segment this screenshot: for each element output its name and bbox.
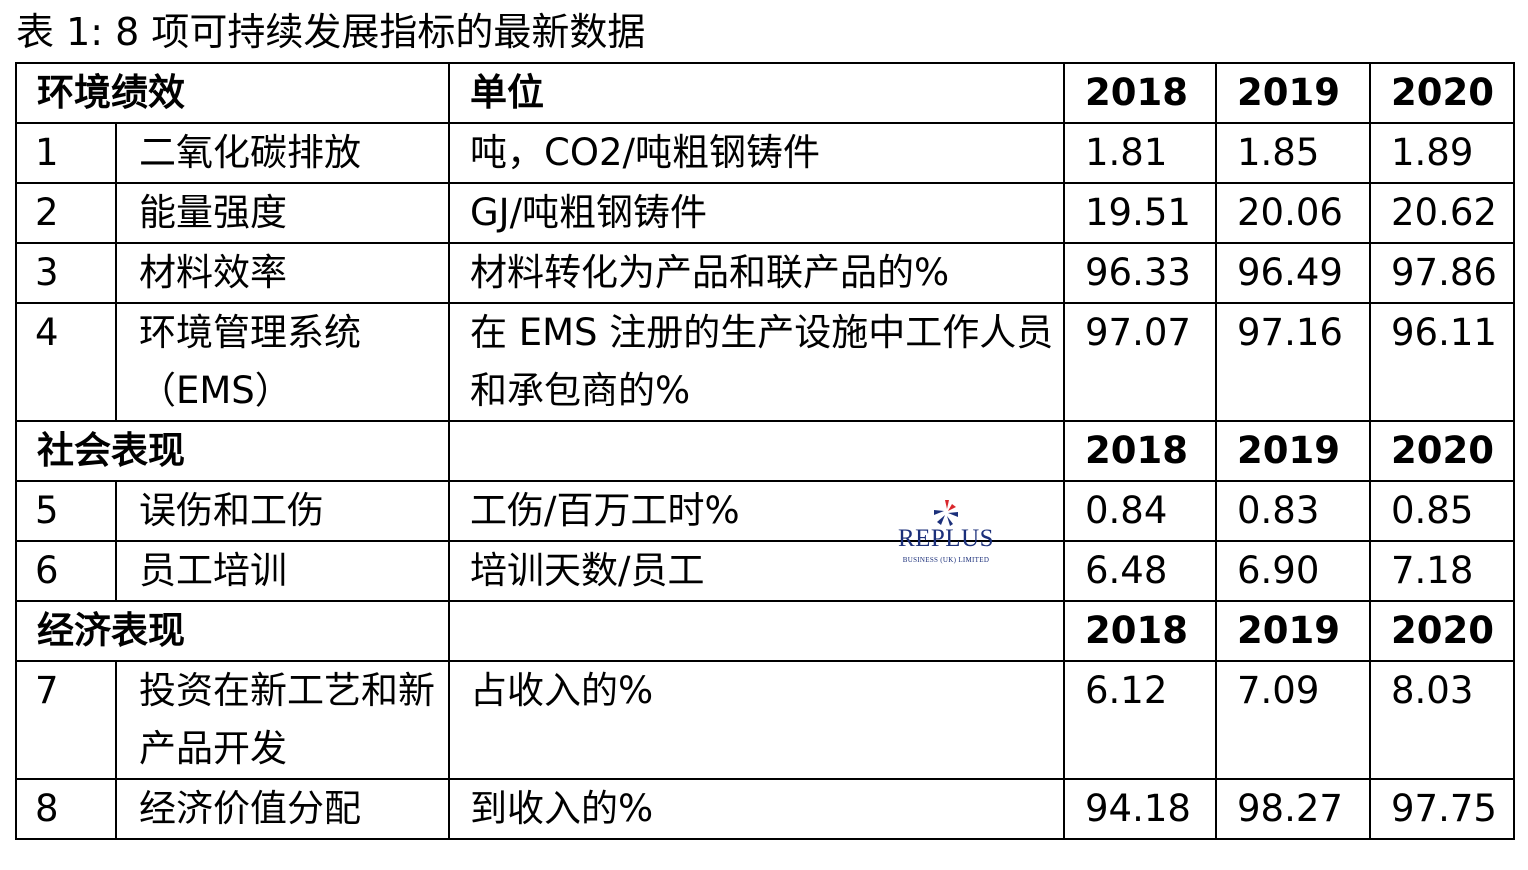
value-cell: 96.33 xyxy=(1063,242,1217,304)
section-header-economic: 经济表现 2018 2019 2020 xyxy=(15,600,1515,662)
indicator-unit: 吨，CO2/吨粗钢铸件 xyxy=(448,122,1065,184)
value-cell: 20.06 xyxy=(1215,182,1371,244)
indicator-unit: 培训天数/员工 xyxy=(448,540,1065,602)
row-number: 4 xyxy=(15,302,117,422)
replus-watermark-logo: REPLUS BUSINESS (UK) LIMITED xyxy=(894,498,998,568)
value-cell: 96.11 xyxy=(1369,302,1515,422)
value-cell: 6.90 xyxy=(1215,540,1371,602)
value-cell: 97.75 xyxy=(1369,778,1515,840)
row-number: 2 xyxy=(15,182,117,244)
value-cell: 0.84 xyxy=(1063,480,1217,542)
indicator-name: 二氧化碳排放 xyxy=(115,122,450,184)
table-row: 7 投资在新工艺和新产品开发 占收入的% 6.12 7.09 8.03 xyxy=(15,660,1515,780)
value-cell: 8.03 xyxy=(1369,660,1515,780)
value-cell: 6.48 xyxy=(1063,540,1217,602)
year-header: 2019 xyxy=(1215,420,1371,482)
watermark-subtitle: BUSINESS (UK) LIMITED xyxy=(902,556,990,564)
indicator-name: 经济价值分配 xyxy=(115,778,450,840)
sustainability-indicators-table: 环境绩效 单位 2018 2019 2020 1 二氧化碳排放 吨，CO2/吨粗… xyxy=(15,62,1515,840)
year-header: 2020 xyxy=(1369,420,1515,482)
row-number: 1 xyxy=(15,122,117,184)
value-cell: 7.09 xyxy=(1215,660,1371,780)
indicator-name: 能量强度 xyxy=(115,182,450,244)
year-header: 2020 xyxy=(1369,600,1515,662)
indicator-unit: 工伤/百万工时% xyxy=(448,480,1065,542)
unit-header xyxy=(448,420,1065,482)
indicator-unit: 到收入的% xyxy=(448,778,1065,840)
value-cell: 97.07 xyxy=(1063,302,1217,422)
indicator-name: 材料效率 xyxy=(115,242,450,304)
indicator-name: 员工培训 xyxy=(115,540,450,602)
table-row: 8 经济价值分配 到收入的% 94.18 98.27 97.75 xyxy=(15,778,1515,840)
section-title: 环境绩效 xyxy=(15,62,450,124)
replus-star-icon xyxy=(934,500,958,526)
value-cell: 0.83 xyxy=(1215,480,1371,542)
table-row: 2 能量强度 GJ/吨粗钢铸件 19.51 20.06 20.62 xyxy=(15,182,1515,244)
indicator-name: 投资在新工艺和新产品开发 xyxy=(115,660,450,780)
table-row: 4 环境管理系统（EMS） 在 EMS 注册的生产设施中工作人员和承包商的% 9… xyxy=(15,302,1515,422)
indicator-name: 环境管理系统（EMS） xyxy=(115,302,450,422)
value-cell: 96.49 xyxy=(1215,242,1371,304)
row-number: 3 xyxy=(15,242,117,304)
value-cell: 19.51 xyxy=(1063,182,1217,244)
value-cell: 98.27 xyxy=(1215,778,1371,840)
table-caption: 表 1: 8 项可持续发展指标的最新数据 xyxy=(16,10,646,54)
year-header: 2018 xyxy=(1063,62,1217,124)
value-cell: 0.85 xyxy=(1369,480,1515,542)
unit-header xyxy=(448,600,1065,662)
value-cell: 94.18 xyxy=(1063,778,1217,840)
table-row: 3 材料效率 材料转化为产品和联产品的% 96.33 96.49 97.86 xyxy=(15,242,1515,304)
row-number: 7 xyxy=(15,660,117,780)
section-header-environment: 环境绩效 单位 2018 2019 2020 xyxy=(15,62,1515,124)
section-title: 社会表现 xyxy=(15,420,450,482)
year-header: 2018 xyxy=(1063,420,1217,482)
value-cell: 20.62 xyxy=(1369,182,1515,244)
year-header: 2019 xyxy=(1215,62,1371,124)
indicator-unit: 在 EMS 注册的生产设施中工作人员和承包商的% xyxy=(448,302,1065,422)
indicator-name: 误伤和工伤 xyxy=(115,480,450,542)
row-number: 5 xyxy=(15,480,117,542)
value-cell: 1.81 xyxy=(1063,122,1217,184)
watermark-name: REPLUS xyxy=(897,525,995,552)
year-header: 2019 xyxy=(1215,600,1371,662)
row-number: 8 xyxy=(15,778,117,840)
indicator-unit: 材料转化为产品和联产品的% xyxy=(448,242,1065,304)
value-cell: 7.18 xyxy=(1369,540,1515,602)
value-cell: 97.16 xyxy=(1215,302,1371,422)
unit-header: 单位 xyxy=(448,62,1065,124)
row-number: 6 xyxy=(15,540,117,602)
table-row: 5 误伤和工伤 工伤/百万工时% 0.84 0.83 0.85 xyxy=(15,480,1515,542)
value-cell: 97.86 xyxy=(1369,242,1515,304)
value-cell: 6.12 xyxy=(1063,660,1217,780)
indicator-unit: 占收入的% xyxy=(448,660,1065,780)
indicator-unit: GJ/吨粗钢铸件 xyxy=(448,182,1065,244)
year-header: 2020 xyxy=(1369,62,1515,124)
table-row: 1 二氧化碳排放 吨，CO2/吨粗钢铸件 1.81 1.85 1.89 xyxy=(15,122,1515,184)
year-header: 2018 xyxy=(1063,600,1217,662)
section-title: 经济表现 xyxy=(15,600,450,662)
value-cell: 1.89 xyxy=(1369,122,1515,184)
value-cell: 1.85 xyxy=(1215,122,1371,184)
section-header-social: 社会表现 2018 2019 2020 xyxy=(15,420,1515,482)
table-row: 6 员工培训 培训天数/员工 6.48 6.90 7.18 xyxy=(15,540,1515,602)
